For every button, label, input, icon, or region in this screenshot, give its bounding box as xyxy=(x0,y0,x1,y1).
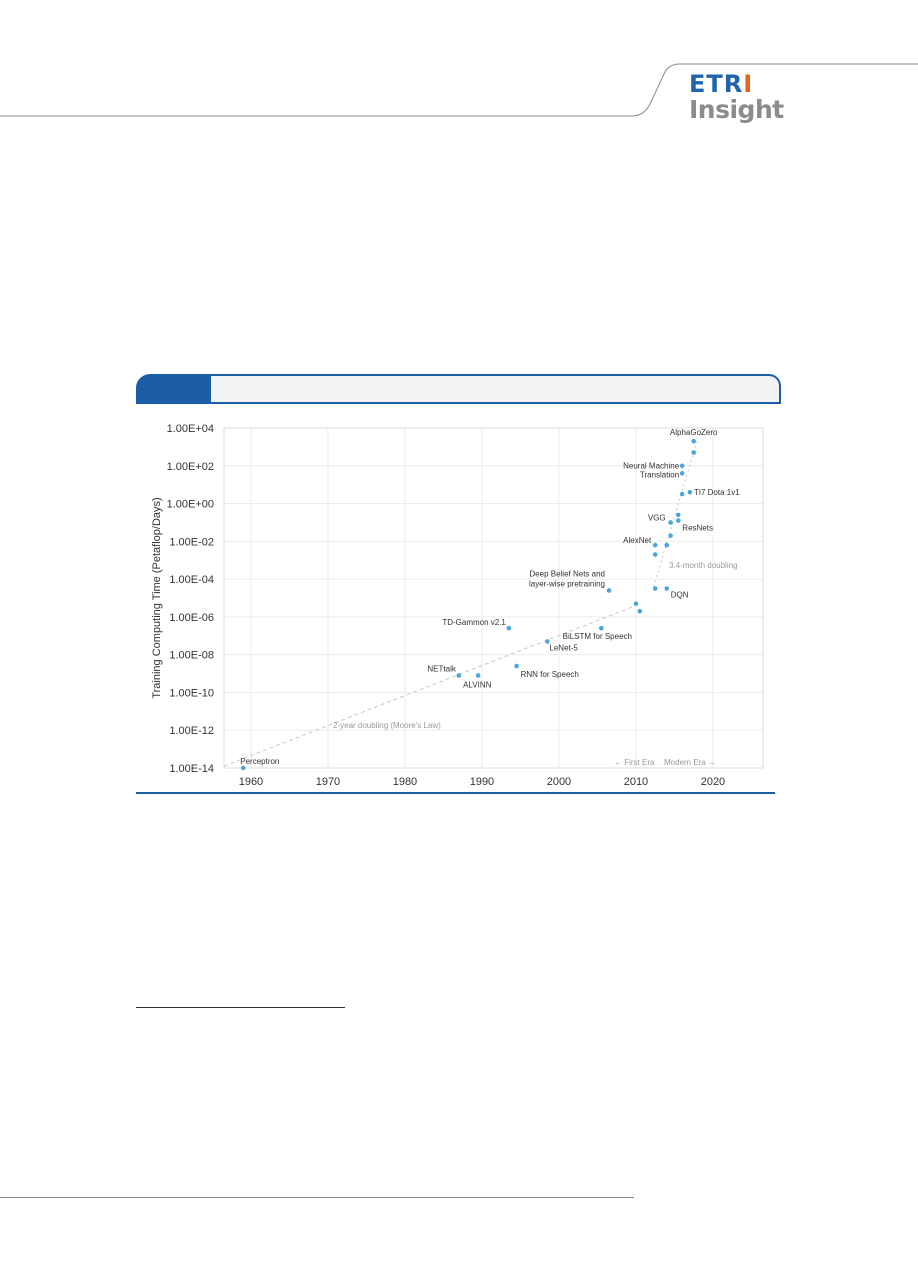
data-point xyxy=(676,512,681,518)
y-tick-label: 1.00E-08 xyxy=(169,650,214,662)
logo-etri: ETRI xyxy=(689,70,754,98)
data-point xyxy=(691,438,696,444)
plot-area-frame xyxy=(223,427,764,769)
y-tick-label: 1.00E-12 xyxy=(169,725,214,737)
y-tick-label: 1.00E+02 xyxy=(167,461,214,473)
data-point xyxy=(637,608,643,614)
y-tick-label: 1.00E+00 xyxy=(167,499,214,511)
data-point xyxy=(599,625,604,631)
data-point xyxy=(679,471,685,476)
y-axis-title: Training Computing Time (Petaflop/Days) xyxy=(151,497,163,698)
figure-number-tab xyxy=(136,374,211,402)
data-point xyxy=(240,765,246,771)
point-label: TI7 Dota 1v1 xyxy=(694,488,740,497)
data-point xyxy=(652,586,658,591)
data-point xyxy=(668,533,673,538)
data-point xyxy=(606,588,612,593)
point-label: Translation xyxy=(640,470,679,479)
figure-banner-rule xyxy=(136,402,781,404)
data-point xyxy=(664,542,670,548)
point-label: Neural Machine xyxy=(623,461,680,470)
point-labels: Perceptron NETtalk ALVINN RNN for Speech TD-… xyxy=(240,428,740,766)
data-point xyxy=(664,586,670,591)
data-point xyxy=(456,673,462,678)
figure-caption-bar xyxy=(211,374,781,402)
point-label: AlexNet xyxy=(623,536,652,545)
point-label: DQN xyxy=(671,591,689,600)
trend-line-early xyxy=(223,605,637,767)
point-label: AlphaGoZero xyxy=(670,428,718,437)
y-tick-label: 1.00E-02 xyxy=(169,536,214,548)
data-point xyxy=(545,639,550,644)
point-label: Perceptron xyxy=(240,757,279,766)
x-tick-label: 2010 xyxy=(624,776,648,788)
data-point xyxy=(633,601,639,606)
y-axis-ticks: 1.00E+04 1.00E+02 1.00E+00 1.00E-02 1.00E-04… xyxy=(167,423,214,775)
era-label-modern: Modern Era → xyxy=(664,758,716,767)
x-tick-label: 1980 xyxy=(393,776,417,788)
etri-insight-logo: ETRI Insight xyxy=(689,72,784,122)
x-tick-label: 2000 xyxy=(547,776,571,788)
point-label: LeNet-5 xyxy=(549,643,578,652)
y-tick-label: 1.00E-14 xyxy=(169,763,214,775)
point-label: TD-Gammon v2.1 xyxy=(442,618,506,627)
data-point xyxy=(691,450,696,455)
figure-bottom-rule xyxy=(136,792,775,794)
x-tick-label: 1970 xyxy=(316,776,340,788)
data-point xyxy=(687,489,693,495)
x-tick-label: 1990 xyxy=(470,776,494,788)
y-tick-label: 1.00E-04 xyxy=(169,574,214,586)
data-point xyxy=(676,518,681,523)
point-label: BiLSTM for Speech xyxy=(563,632,632,641)
point-label: Deep Belief Nets and xyxy=(529,569,605,578)
point-label: ALVINN xyxy=(463,680,492,689)
data-point xyxy=(679,491,685,497)
point-label: layer-wise pretraining xyxy=(529,579,605,588)
footer-rule xyxy=(0,1197,634,1198)
training-compute-chart: 1.00E+04 1.00E+02 1.00E+00 1.00E-02 1.00E-04… xyxy=(151,423,764,788)
point-label: VGG xyxy=(648,513,666,522)
point-label: NETtalk xyxy=(427,664,456,673)
y-tick-label: 1.00E-06 xyxy=(169,612,214,624)
data-point xyxy=(668,520,673,525)
data-point xyxy=(506,625,512,631)
x-axis-ticks: 1960 1970 1980 1990 2000 2010 2020 xyxy=(239,776,725,788)
data-points xyxy=(240,438,696,771)
y-tick-label: 1.00E-10 xyxy=(169,687,214,699)
trend-label-modern: 3.4-month doubling xyxy=(669,561,738,570)
data-point xyxy=(514,663,519,669)
data-point xyxy=(679,463,685,469)
figure-caption-banner xyxy=(136,374,781,404)
header-decoration xyxy=(0,63,918,117)
x-tick-label: 1960 xyxy=(239,776,263,788)
point-label: RNN for Speech xyxy=(521,670,579,679)
era-label-first: ← First Era xyxy=(614,758,655,767)
trend-lines xyxy=(223,439,699,767)
point-label: ResNets xyxy=(682,524,713,533)
trend-label-moores-law: 2-year doubling (Moore's Law) xyxy=(333,721,441,730)
x-tick-label: 2020 xyxy=(701,776,725,788)
trend-line-modern xyxy=(653,439,699,587)
footnote-separator xyxy=(136,1007,345,1008)
data-point xyxy=(652,542,658,548)
logo-insight: Insight xyxy=(689,95,784,124)
data-point xyxy=(652,552,658,557)
data-point xyxy=(475,673,481,678)
y-tick-label: 1.00E+04 xyxy=(167,423,214,435)
